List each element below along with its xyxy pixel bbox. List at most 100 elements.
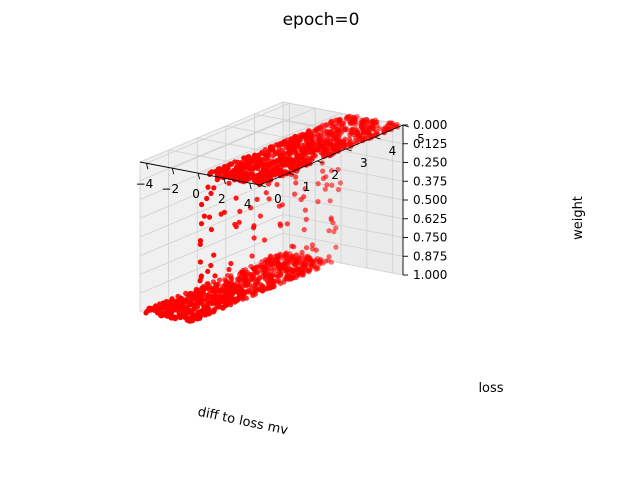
data-point xyxy=(204,195,210,202)
data-point xyxy=(288,268,294,274)
data-point xyxy=(326,228,332,234)
data-point xyxy=(302,207,308,213)
y-tick-label: 1 xyxy=(303,180,311,194)
x-tick xyxy=(171,168,175,175)
data-point xyxy=(249,253,255,259)
data-point xyxy=(205,268,211,274)
data-point xyxy=(228,260,234,267)
data-point xyxy=(197,278,203,284)
grid-line-z-back xyxy=(282,214,404,238)
data-point xyxy=(265,157,271,163)
x-tick-label: −4 xyxy=(136,177,154,191)
data-point xyxy=(190,306,196,313)
tick-labels: −4 −2 0 2 4 0 1 2 3 4 50.000 0.125 0.250 0.375 0.500 0.… xyxy=(136,118,448,282)
z-tick-label: 0.000 xyxy=(413,118,447,132)
grid-line-z-side xyxy=(139,101,284,163)
data-point xyxy=(211,252,217,258)
x-axis-label: diff to loss mv xyxy=(196,405,289,439)
x-tick-label: 0 xyxy=(192,187,200,201)
data-point xyxy=(143,310,149,316)
data-point xyxy=(328,168,335,174)
data-point xyxy=(347,132,353,138)
data-point xyxy=(248,205,254,211)
data-point xyxy=(255,165,261,171)
data-point xyxy=(201,213,207,219)
data-point xyxy=(249,276,255,282)
data-point xyxy=(213,296,219,303)
data-point xyxy=(216,277,223,283)
data-point xyxy=(315,199,321,205)
data-point xyxy=(158,313,164,319)
z-axis-label: weight xyxy=(571,196,586,240)
data-point xyxy=(267,253,274,259)
chart-title: epoch=0 xyxy=(283,10,360,30)
z-tick-label: 0.875 xyxy=(413,249,447,263)
data-point xyxy=(328,215,334,221)
data-point xyxy=(218,211,224,217)
data-point xyxy=(253,264,259,270)
y-tick xyxy=(374,136,381,140)
data-point xyxy=(266,196,272,202)
z-tick-label: 0.250 xyxy=(413,156,447,170)
x-tick xyxy=(249,182,252,190)
z-tick-label: 0.375 xyxy=(413,174,447,188)
data-point xyxy=(248,285,255,292)
data-point xyxy=(309,242,315,248)
data-point xyxy=(278,280,284,286)
data-point xyxy=(202,312,208,318)
data-point xyxy=(197,241,203,247)
data-point xyxy=(198,221,205,227)
data-point xyxy=(274,181,280,188)
data-point xyxy=(268,261,274,267)
data-point xyxy=(293,174,299,180)
y-tick xyxy=(317,160,324,164)
data-point xyxy=(197,238,204,244)
y-tick-label: 3 xyxy=(360,156,368,170)
data-point xyxy=(299,272,305,278)
data-point xyxy=(328,259,334,265)
x-tick xyxy=(223,177,226,185)
y-tick-label: 0 xyxy=(274,192,282,206)
data-point xyxy=(299,249,305,255)
data-point xyxy=(326,254,332,260)
data-point xyxy=(315,181,321,187)
data-point xyxy=(281,261,287,267)
axes xyxy=(139,124,410,276)
data-point xyxy=(275,260,282,266)
data-point xyxy=(254,280,260,286)
data-point xyxy=(237,208,243,214)
data-point xyxy=(212,273,218,279)
data-point xyxy=(208,262,214,269)
z-tick-label: 0.750 xyxy=(413,231,447,245)
data-point xyxy=(233,195,239,201)
y-tick-label: 5 xyxy=(417,132,425,146)
data-point xyxy=(303,245,310,251)
data-point xyxy=(298,196,304,203)
data-point xyxy=(302,186,308,192)
y-tick-label: 2 xyxy=(331,168,339,182)
grid-line-x-floor xyxy=(172,107,316,169)
data-point xyxy=(199,201,205,208)
data-point xyxy=(220,305,226,311)
z-tick-label: 0.500 xyxy=(413,193,447,207)
data-point xyxy=(207,171,213,177)
data-point xyxy=(257,213,263,219)
data-point xyxy=(247,166,253,172)
data-point xyxy=(337,180,343,186)
data-point xyxy=(226,291,232,297)
y-tick-label: 4 xyxy=(389,144,397,158)
data-point xyxy=(191,302,198,308)
grid-line-z-back xyxy=(282,101,404,126)
grid-line-z-back xyxy=(282,232,404,257)
data-point xyxy=(305,253,311,259)
data-point xyxy=(205,184,211,190)
data-point xyxy=(335,187,342,193)
grid-line-x-floor xyxy=(197,112,342,174)
data-point xyxy=(271,267,277,273)
data-point xyxy=(226,180,232,186)
x-tick-label: −2 xyxy=(161,182,179,196)
data-point xyxy=(250,292,256,298)
data-point xyxy=(376,126,382,132)
